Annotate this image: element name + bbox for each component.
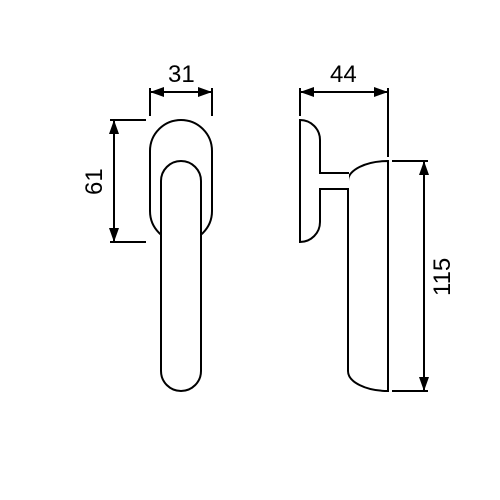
front-view <box>150 120 212 391</box>
dim-44-label: 44 <box>330 61 357 88</box>
side-spindle <box>318 173 348 189</box>
technical-drawing: 31 61 44 115 <box>0 0 500 500</box>
side-handle <box>348 161 388 391</box>
dim-61: 61 <box>81 120 146 242</box>
dim-115-label: 115 <box>429 258 456 296</box>
dim-115: 115 <box>392 161 456 391</box>
front-handle <box>161 161 201 391</box>
side-view <box>300 120 388 391</box>
side-rosette <box>300 120 320 242</box>
dim-31-label: 31 <box>168 61 195 88</box>
dim-31: 31 <box>150 61 212 116</box>
dim-61-label: 61 <box>81 168 108 195</box>
